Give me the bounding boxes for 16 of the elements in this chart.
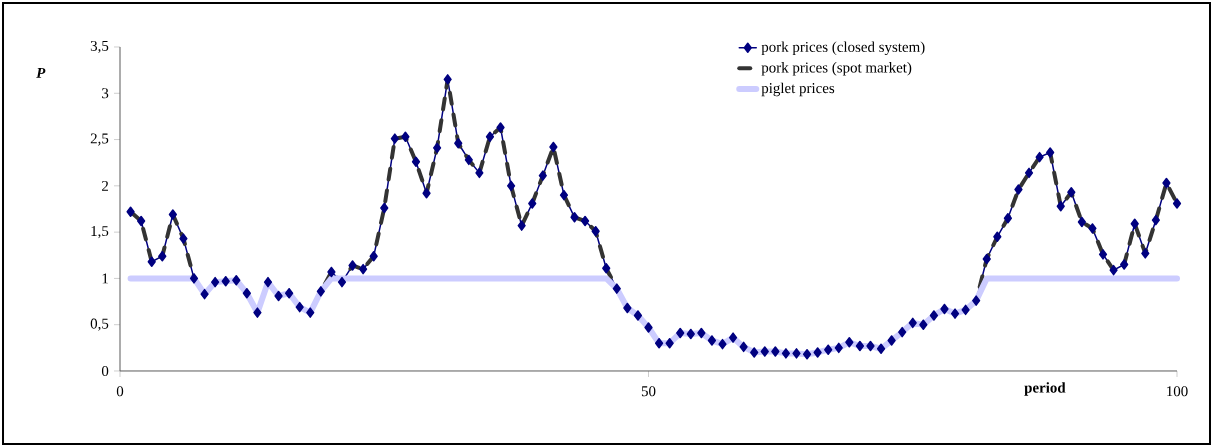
y-tick-label: 3,5: [90, 40, 109, 54]
x-axis-title: period: [1024, 382, 1066, 396]
y-tick-label: 2: [102, 180, 108, 191]
y-tick-label: 1,5: [91, 226, 109, 239]
legend-label: pork prices (closed system): [761, 41, 925, 56]
legend-label: pork prices (spot market): [761, 62, 912, 76]
y-tick-label: 0: [101, 365, 109, 377]
x-tick-label: 100: [1167, 386, 1188, 397]
y-tick-label: 3: [102, 88, 109, 99]
y-axis-title: P: [36, 68, 46, 78]
legend-label: piglet prices: [761, 82, 835, 97]
y-tick-label: 1: [102, 273, 108, 284]
y-tick-label: 0,5: [90, 318, 109, 331]
x-tick-label: 50: [641, 386, 656, 397]
x-tick-label: 0: [116, 386, 124, 397]
y-tick-label: 2,5: [90, 133, 109, 146]
